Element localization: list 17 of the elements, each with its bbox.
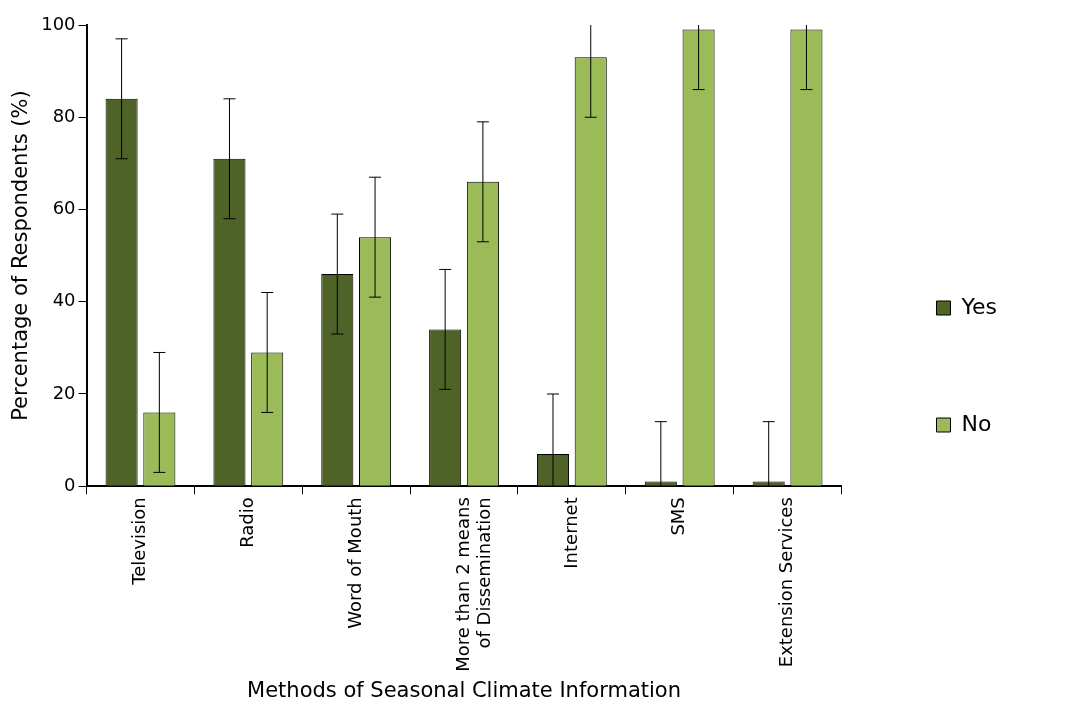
y-tick-label: 40 <box>52 289 76 311</box>
x-tick-label: Internet <box>559 497 581 569</box>
x-tick-label: Radio <box>236 497 257 548</box>
x-tick-label: More than 2 means of Dissemination <box>451 497 495 672</box>
y-tick-label: 0 <box>64 473 76 495</box>
y-tick-label: 100 <box>41 12 76 34</box>
legend-label: Yes <box>960 293 997 319</box>
y-tick-label: 20 <box>52 381 76 403</box>
x-tick-label: Extension Services <box>775 497 797 668</box>
x-tick-label: Television <box>128 497 150 586</box>
x-tick-label: Word of Mouth <box>343 497 365 629</box>
legend-label: No <box>961 410 992 436</box>
y-tick-label: 80 <box>52 104 76 126</box>
y-tick-label: 60 <box>52 197 76 219</box>
x-tick-label: SMS <box>667 497 689 536</box>
y-axis-title: Percentage of Respondents (%) <box>8 90 33 421</box>
x-axis-title: Methods of Seasonal Climate Information <box>247 677 681 702</box>
